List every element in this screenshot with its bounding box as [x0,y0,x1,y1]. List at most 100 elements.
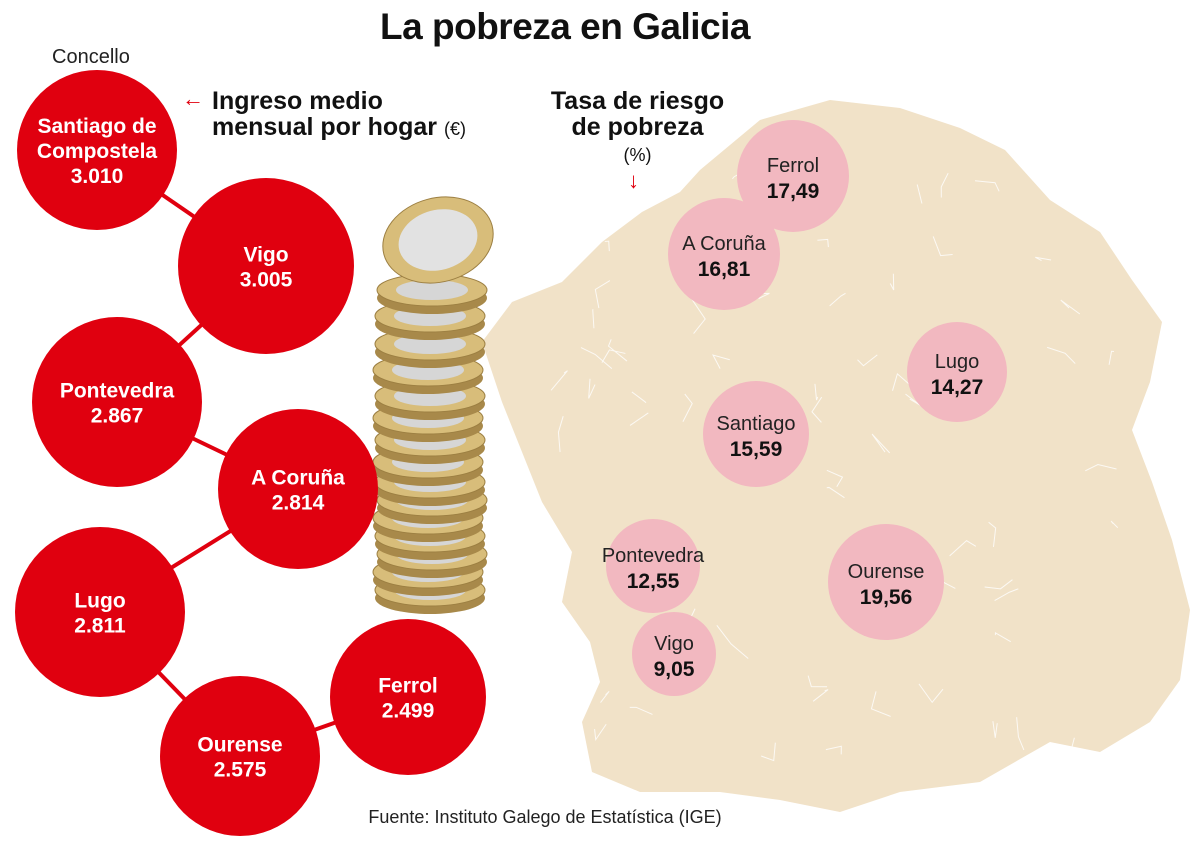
income-city-label: A Coruña [251,467,345,490]
border-line [629,706,653,715]
risk-city-label: Santiago [717,413,796,435]
risk-value-label: 16,81 [698,258,751,281]
risk-header-line1: Tasa de riesgo [550,87,725,115]
border-line [566,628,578,646]
coin-stack-image [372,196,494,614]
border-line [949,540,977,557]
border-line [1073,185,1083,216]
coin-center [396,280,468,300]
border-line [716,625,749,659]
border-line [760,742,776,762]
border-line [825,745,842,755]
border-line [629,412,649,426]
border-line [711,354,730,369]
risk-city-label: Vigo [654,633,694,655]
border-line [918,683,944,704]
risk-circle [606,519,700,613]
risk-bubble: Ferrol 17,49 [737,120,849,232]
risk-circle [668,198,780,310]
risk-value-label: 12,55 [627,570,680,593]
risk-header-line2: de pobreza [571,113,704,141]
border-line [600,690,610,703]
border-line [817,238,829,248]
income-city-label: Ferrol [378,675,438,698]
border-line [916,184,923,204]
risk-header: Tasa de riesgo de pobreza (%) [520,88,755,168]
border-line [1085,463,1117,472]
border-line [1035,256,1052,262]
border-line [994,632,1012,643]
risk-header-unit: (%) [623,145,652,165]
risk-circle [907,322,1007,422]
border-line [1068,737,1082,757]
risk-value-label: 14,27 [931,376,984,399]
border-line [550,370,568,391]
border-line [555,618,566,646]
border-line [871,433,891,454]
border-line [1110,520,1119,529]
border-line [592,309,595,329]
border-line [889,273,895,291]
income-circle [17,70,177,230]
income-circle [218,409,378,569]
border-line [606,161,624,178]
risk-value-label: 15,59 [730,438,783,461]
border-line [604,240,610,252]
risk-city-label: Ourense [848,561,925,583]
risk-circle [828,524,944,640]
income-value-label: 2.575 [214,759,267,782]
arrow-left-icon: ← [182,86,204,111]
income-circle [160,676,320,836]
income-value-label: 2.811 [74,615,126,638]
border-line [1108,350,1115,365]
border-line [1047,346,1076,364]
income-city-label: Vigo [243,244,288,267]
risk-bubble: Lugo 14,27 [907,322,1007,422]
income-value-label: 3.010 [71,165,124,188]
border-line [682,393,693,422]
border-line [826,486,845,499]
border-line [994,588,1019,602]
concello-label: Concello [52,46,130,68]
risk-circle [632,612,716,696]
border-line [811,396,823,423]
risk-value-label: 19,56 [860,586,913,609]
income-header-line2: mensual por hogar [212,113,438,141]
income-value-label: 3.005 [240,269,293,292]
border-line [870,691,891,717]
border-line [1060,299,1081,315]
income-value-label: 2.867 [91,405,144,428]
risk-value-label: 17,49 [767,180,820,203]
border-line [1016,717,1025,751]
risk-bubble: Santiago 15,59 [703,381,809,487]
border-line [988,521,997,548]
border-line [814,383,819,401]
risk-value-label: 9,05 [654,658,695,681]
income-city-label: Lugo [74,590,125,613]
risk-city-label: Lugo [935,351,980,373]
border-line [974,180,1000,192]
border-line [826,469,844,488]
income-header-line1: Ingreso medio [212,87,383,115]
risk-circle [737,120,849,232]
border-line [656,151,685,183]
risk-bubble: A Coruña 16,81 [668,198,780,310]
border-line [580,347,613,370]
risk-circle [703,381,809,487]
risk-city-label: Pontevedra [602,545,705,567]
border-line [992,721,998,738]
border-line [576,184,609,193]
border-line [812,689,829,702]
income-value-label: 2.499 [382,700,435,723]
income-city-label: Compostela [37,140,158,163]
income-header-unit: (€) [444,119,466,139]
border-line [984,579,1013,590]
income-circle [32,317,202,487]
border-line [631,391,647,404]
